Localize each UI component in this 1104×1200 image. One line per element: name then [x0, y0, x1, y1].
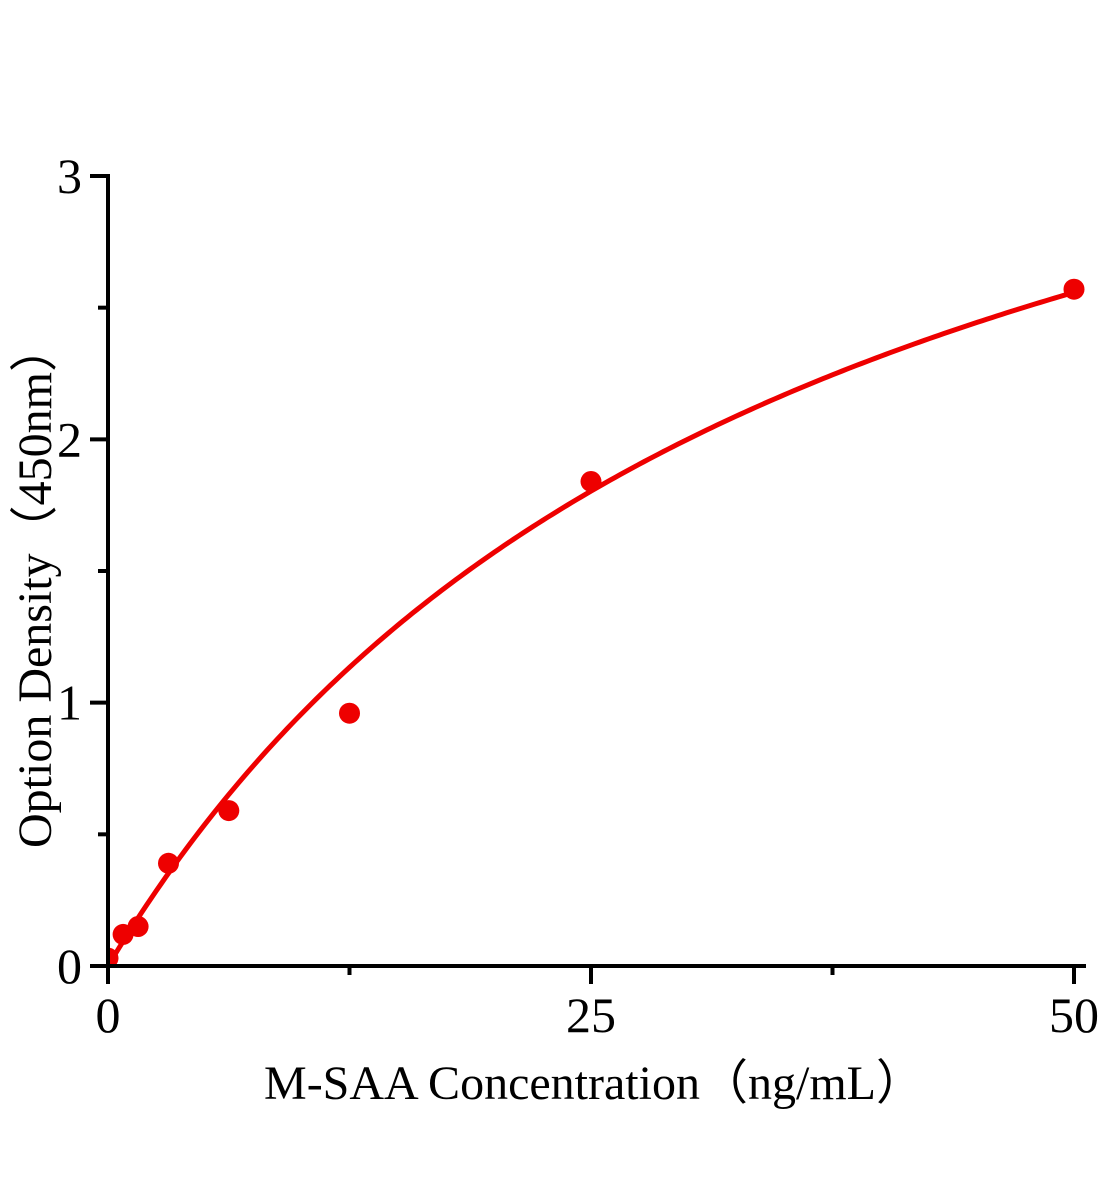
data-point	[218, 800, 240, 822]
x-tick-label: 0	[96, 987, 121, 1043]
y-tick-label: 1	[57, 675, 82, 731]
data-point	[108, 947, 119, 966]
data-point	[1063, 278, 1085, 300]
data-point	[127, 916, 149, 937]
data-point	[339, 702, 360, 724]
x-tick-label: 25	[566, 987, 616, 1043]
x-tick-label: 50	[1049, 987, 1099, 1043]
data-point	[580, 471, 602, 492]
x-axis-title: M-SAA Concentration（ng/mL）	[264, 1057, 924, 1110]
y-axis-title: Option Density（450nm）	[9, 324, 62, 848]
fit-curve	[108, 289, 1077, 966]
data-point	[158, 852, 179, 874]
y-tick-label: 3	[57, 148, 82, 204]
y-tick-label: 0	[57, 938, 82, 994]
y-tick-label: 2	[57, 411, 82, 467]
